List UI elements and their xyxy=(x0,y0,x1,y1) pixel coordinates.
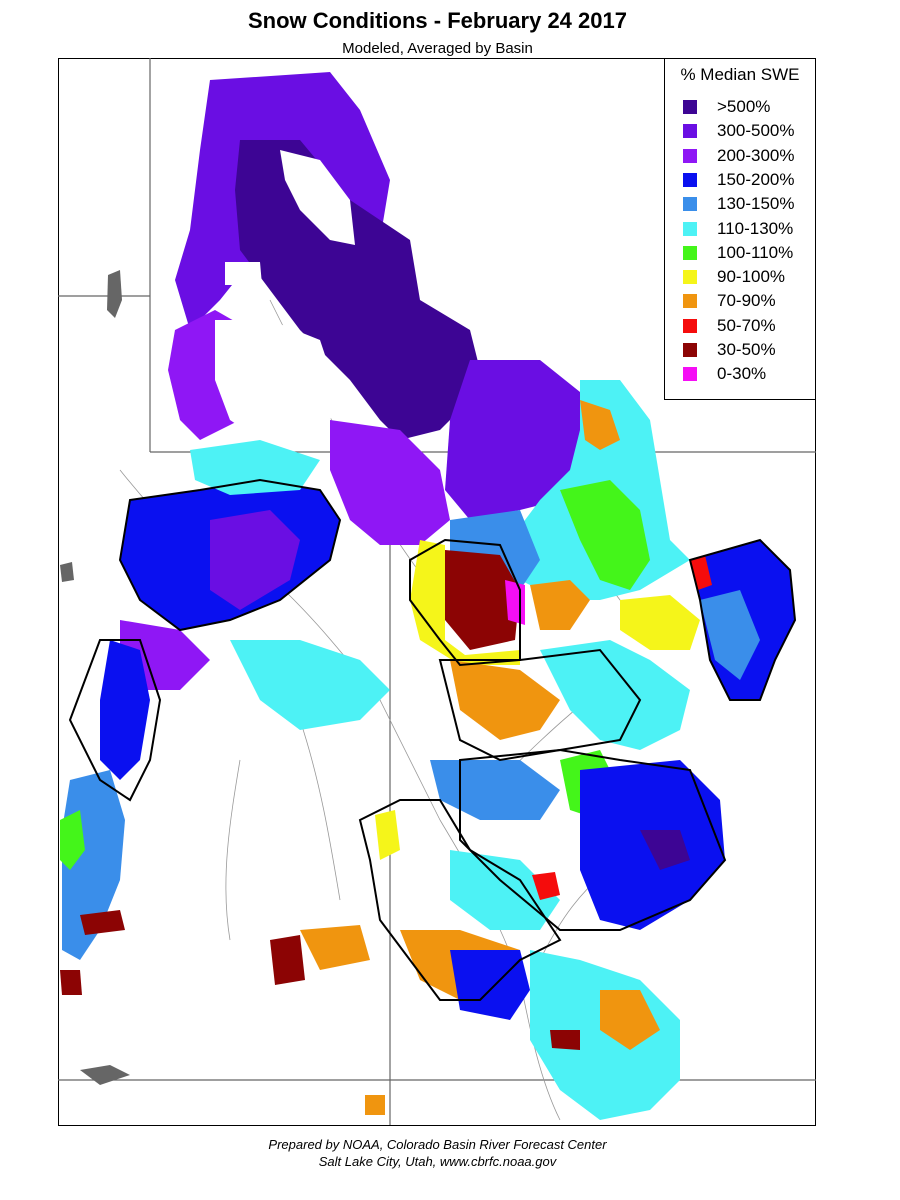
region-100-110-east xyxy=(560,480,650,590)
legend-label: 70-90% xyxy=(717,291,776,311)
legend-label: 90-100% xyxy=(717,267,786,287)
region-50-70-far-east xyxy=(690,555,712,590)
region-150-200-southwest xyxy=(100,640,150,780)
region-none-central xyxy=(215,320,340,440)
region-300-500-east xyxy=(445,360,590,520)
legend-swatch xyxy=(683,221,697,236)
region-150-200-south-2 xyxy=(450,950,530,1020)
legend-label: 100-110% xyxy=(717,242,794,262)
swe-regions xyxy=(60,72,795,1120)
region-30-50-south xyxy=(550,1030,580,1050)
region-110-130-central xyxy=(190,440,320,495)
footer-credit: Prepared by NOAA, Colorado Basin River F… xyxy=(268,1137,607,1152)
region-70-90-east-1 xyxy=(580,400,620,450)
region-110-130-south-3 xyxy=(530,950,680,1120)
region-none-north-1 xyxy=(280,150,355,245)
legend-swatch xyxy=(683,124,697,139)
region-none-north-2 xyxy=(225,262,262,285)
legend-swatch xyxy=(683,148,697,163)
region-90-100-east xyxy=(620,595,700,650)
footer-location: Salt Lake City, Utah, www.cbrfc.noaa.gov xyxy=(318,1154,557,1169)
region-70-90-southwest xyxy=(300,925,370,970)
region-300-500-west xyxy=(210,510,300,610)
legend-swatch xyxy=(683,343,697,357)
water-bodies xyxy=(60,270,130,1085)
region-gt500-main xyxy=(235,140,480,440)
legend-label: 110-130% xyxy=(717,218,794,238)
region-30-50-southwest-3 xyxy=(60,970,82,995)
legend-title: % Median SWE xyxy=(680,65,800,84)
region-90-100-south xyxy=(375,810,400,860)
region-130-150-far-east xyxy=(700,590,760,680)
region-70-90-far-south xyxy=(365,1095,385,1115)
legend-swatch xyxy=(683,294,697,309)
legend-label: 300-500% xyxy=(717,121,795,141)
region-110-130-southeast xyxy=(540,640,690,750)
region-90-100-center xyxy=(410,540,520,665)
region-130-150-south xyxy=(430,760,560,820)
legend-swatch xyxy=(683,197,697,212)
legend-label: 130-150% xyxy=(717,194,795,214)
legend-swatch xyxy=(683,367,697,382)
legend-label: 0-30% xyxy=(717,364,767,384)
region-50-70-south xyxy=(532,872,560,900)
region-30-50-southwest-1 xyxy=(270,935,305,985)
basin-boundaries xyxy=(68,478,797,1001)
region-110-130-south-central xyxy=(230,640,390,730)
map-title: Snow Conditions - February 24 2017 xyxy=(248,8,627,33)
region-70-90-south-1 xyxy=(450,660,560,740)
map-subtitle: Modeled, Averaged by Basin xyxy=(342,40,533,57)
legend-swatch xyxy=(683,100,697,114)
legend: % Median SWE >500% 300-500% 200-300% 150-20… xyxy=(664,59,815,400)
legend-swatch xyxy=(683,270,697,285)
legend-swatch xyxy=(683,172,697,187)
region-0-30-center xyxy=(505,580,525,625)
legend-label: 200-300% xyxy=(717,145,795,165)
legend-swatch xyxy=(683,245,697,260)
legend-label: 30-50% xyxy=(717,340,776,359)
region-110-130-south-2 xyxy=(450,850,560,930)
region-70-90-center xyxy=(530,580,590,630)
legend-label: 150-200% xyxy=(717,169,795,189)
region-70-90-south-3 xyxy=(600,990,660,1050)
legend-label: >500% xyxy=(717,97,771,116)
region-30-50-center xyxy=(445,550,520,650)
legend-label: 50-70% xyxy=(717,315,776,335)
region-100-110-southwest xyxy=(60,810,85,870)
region-200-300-central xyxy=(330,420,450,545)
legend-swatch xyxy=(683,318,697,333)
region-gt500-southeast xyxy=(640,830,690,870)
region-30-50-southwest-2 xyxy=(80,910,125,935)
